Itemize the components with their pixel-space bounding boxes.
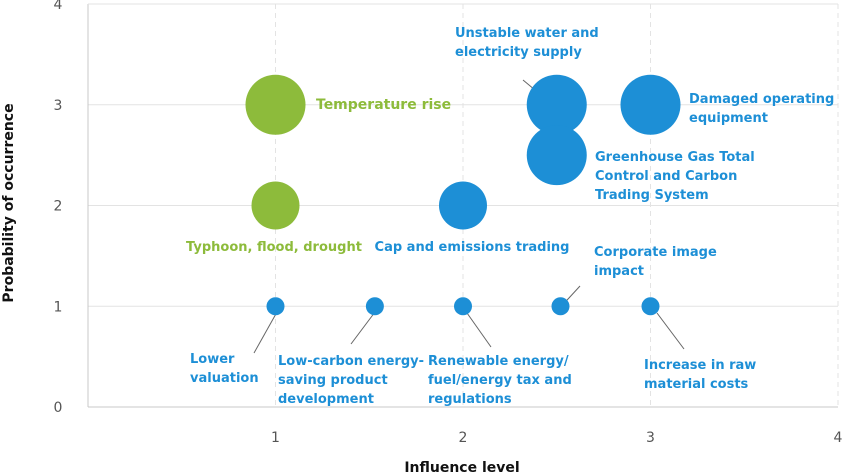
- bubble-label-line: impact: [594, 264, 644, 279]
- leader-line-9: [466, 312, 492, 348]
- bubble-label-line: Typhoon, flood, drought: [186, 240, 362, 255]
- bubble-label-7: Lower valuation: [190, 352, 259, 386]
- bubble-label-line: material costs: [644, 377, 749, 392]
- bubble-11: [641, 297, 660, 316]
- bubble-2: [251, 181, 300, 230]
- bubble-label-line: Lower: [190, 352, 235, 367]
- bubble-5: [526, 125, 587, 186]
- leader-line-11: [656, 312, 685, 350]
- bubble-label-4: Damaged operating equipment: [689, 92, 834, 126]
- bubble-label-line: Corporate image: [594, 245, 717, 260]
- bubble-label-3: Unstable water and electricity supply: [455, 26, 599, 60]
- bubble-7: [266, 297, 285, 316]
- bubble-label-10: Corporate image impact: [594, 245, 717, 279]
- y-tick-label: 4: [54, 0, 63, 13]
- bubble-label-2: Typhoon, flood, drought: [186, 240, 362, 255]
- y-tick-label: 2: [54, 199, 63, 215]
- y-tick-label: 3: [54, 98, 63, 114]
- x-tick-label: 2: [459, 430, 468, 446]
- bubble-labels: Temperature rise Typhoon, flood, drought U…: [186, 26, 834, 407]
- x-tick-label: 3: [646, 430, 655, 446]
- x-tick-label: 1: [271, 430, 280, 446]
- bubble-label-line: fuel/energy tax and: [428, 373, 572, 388]
- bubble-3: [526, 74, 587, 135]
- bubble-label-line: Low-carbon energy-: [278, 354, 424, 369]
- y-axis-title: Probability of occurrence: [1, 103, 17, 302]
- axes: [87, 3, 838, 408]
- bubble-label-5: Greenhouse Gas Total Control and Carbon Tr…: [595, 150, 755, 203]
- bubble-label-8: Low-carbon energy-saving product developm…: [278, 354, 424, 407]
- leader-line-7: [253, 311, 278, 354]
- bubble-9: [454, 297, 472, 316]
- bubble-label-line: Temperature rise: [316, 97, 451, 113]
- bubble-label-11: Increase in raw material costs: [644, 358, 756, 392]
- bubble-label-line: equipment: [689, 111, 768, 126]
- bubble-label-line: Trading System: [595, 188, 709, 203]
- x-tick-label: 4: [834, 430, 843, 446]
- bubble-label-9: Renewable energy/fuel/energy tax and regu…: [428, 354, 572, 407]
- y-tick-label: 1: [54, 299, 63, 315]
- x-axis-title: Influence level: [404, 460, 519, 474]
- bubble-label-line: valuation: [190, 371, 259, 386]
- tick-labels: 1 2 3 4 0 1 2 3 4: [54, 0, 843, 446]
- y-tick-label: 0: [54, 400, 63, 416]
- bubble-label-line: Unstable water and: [455, 26, 599, 41]
- bubble-label-line: Increase in raw: [644, 358, 756, 373]
- bubble-label-line: saving product: [278, 373, 388, 388]
- bubble-8: [365, 297, 384, 316]
- bubble-label-line: Control and Carbon: [595, 169, 737, 184]
- bubble-label-line: electricity supply: [455, 45, 582, 60]
- bubble-label-line: Greenhouse Gas Total: [595, 150, 755, 165]
- bubble-1: [245, 74, 306, 135]
- bubble-label-line: Cap and emissions trading: [375, 240, 570, 255]
- bubble-label-line: development: [278, 392, 374, 407]
- leader-line-8: [350, 311, 376, 345]
- bubble-10: [551, 297, 570, 316]
- bubble-label-6: Cap and emissions trading: [375, 240, 570, 255]
- bubbles: [245, 74, 681, 316]
- bubble-4: [620, 74, 681, 135]
- bubble-label-line: regulations: [428, 392, 512, 407]
- bubble-label-1: Temperature rise: [316, 97, 451, 113]
- bubble-label-line: Renewable energy/: [428, 354, 569, 369]
- bubble-6: [439, 181, 487, 230]
- bubble-label-line: Damaged operating: [689, 92, 834, 107]
